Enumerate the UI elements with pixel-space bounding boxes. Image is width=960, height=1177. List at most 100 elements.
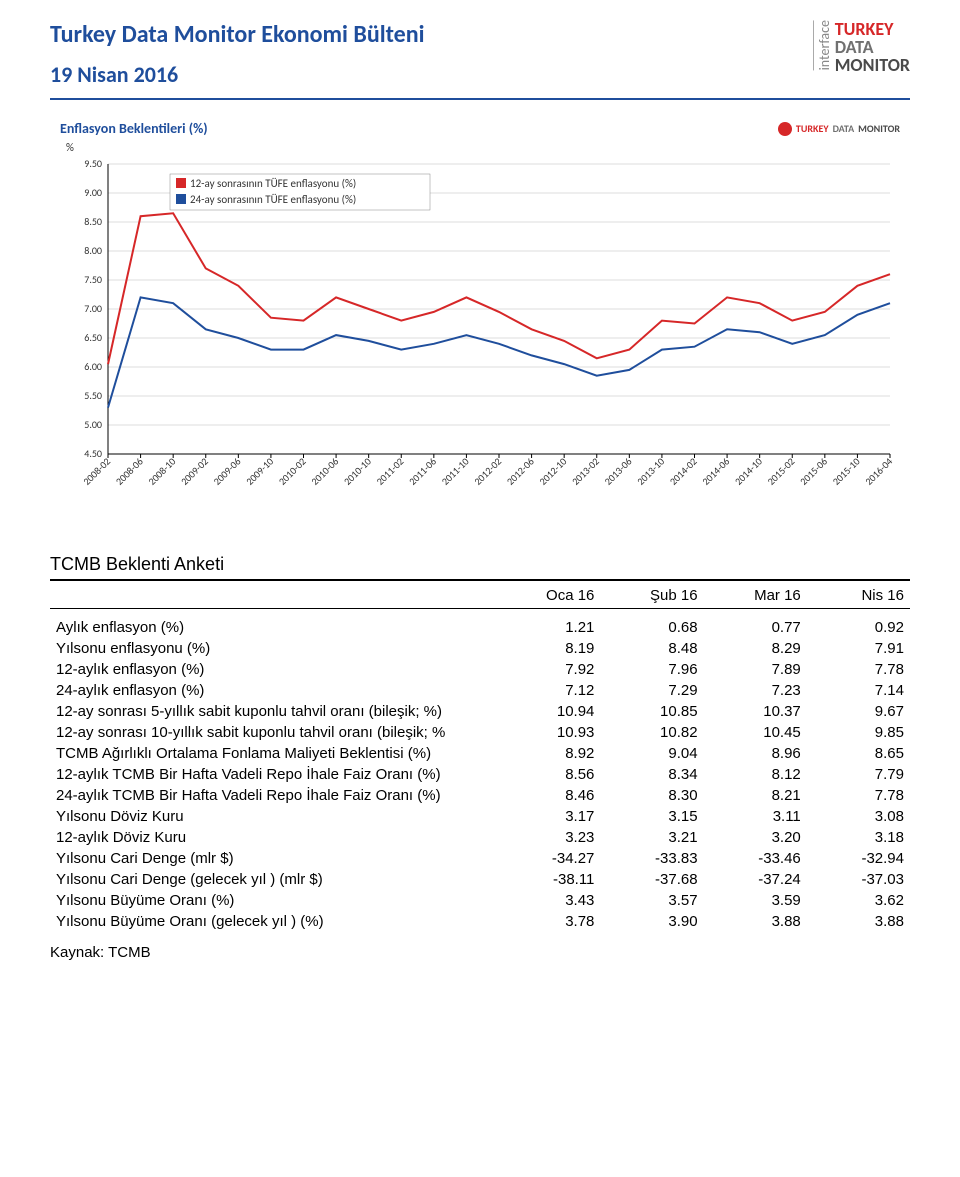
row-value: 10.82 [600, 722, 703, 743]
survey-table-title: TCMB Beklenti Anketi [50, 554, 910, 581]
svg-text:2008-10: 2008-10 [145, 455, 178, 488]
svg-text:2010-06: 2010-06 [308, 455, 341, 488]
logo-line3: MONITOR [835, 56, 910, 74]
row-label: 24-aylık TCMB Bir Hafta Vadeli Repo İhal… [50, 785, 497, 806]
row-value: 3.23 [497, 827, 600, 848]
row-value: 0.77 [704, 609, 807, 639]
row-value: 8.19 [497, 638, 600, 659]
table-row: 24-aylık enflasyon (%)7.127.297.237.14 [50, 680, 910, 701]
row-value: 0.68 [600, 609, 703, 639]
row-value: -37.68 [600, 869, 703, 890]
row-value: 3.62 [807, 890, 910, 911]
row-value: 0.92 [807, 609, 910, 639]
row-value: 8.21 [704, 785, 807, 806]
svg-text:2012-10: 2012-10 [536, 455, 569, 488]
table-row: Yılsonu Döviz Kuru3.173.153.113.08 [50, 806, 910, 827]
svg-text:8.50: 8.50 [84, 215, 102, 228]
table-row: Yılsonu Büyüme Oranı (%)3.433.573.593.62 [50, 890, 910, 911]
row-value: 7.78 [807, 659, 910, 680]
row-value: -37.24 [704, 869, 807, 890]
svg-text:9.00: 9.00 [84, 186, 102, 199]
row-value: 8.30 [600, 785, 703, 806]
svg-text:2010-02: 2010-02 [276, 455, 309, 488]
svg-text:6.00: 6.00 [84, 360, 102, 373]
row-label: Yılsonu Cari Denge (gelecek yıl ) (mlr $… [50, 869, 497, 890]
row-value: 8.56 [497, 764, 600, 785]
table-col-label [50, 583, 497, 609]
row-value: 3.78 [497, 911, 600, 932]
row-value: 7.89 [704, 659, 807, 680]
row-value: 7.78 [807, 785, 910, 806]
row-label: Yılsonu Döviz Kuru [50, 806, 497, 827]
row-value: -34.27 [497, 848, 600, 869]
row-value: 7.23 [704, 680, 807, 701]
chart-brand-t3: MONITOR [858, 122, 900, 135]
table-col-header: Nis 16 [807, 583, 910, 609]
table-col-header: Şub 16 [600, 583, 703, 609]
row-value: 8.29 [704, 638, 807, 659]
svg-text:2015-10: 2015-10 [830, 455, 863, 488]
svg-text:2016-04: 2016-04 [862, 455, 895, 488]
table-source: Kaynak: TCMB [50, 944, 910, 961]
row-value: 10.93 [497, 722, 600, 743]
row-value: 1.21 [497, 609, 600, 639]
table-row: Yılsonu Büyüme Oranı (gelecek yıl ) (%)3… [50, 911, 910, 932]
row-value: 10.37 [704, 701, 807, 722]
row-value: 10.94 [497, 701, 600, 722]
chart-title: Enflasyon Beklentileri (%) [60, 120, 208, 137]
row-value: 9.04 [600, 743, 703, 764]
row-value: 3.18 [807, 827, 910, 848]
row-value: 8.12 [704, 764, 807, 785]
svg-text:2014-10: 2014-10 [732, 455, 765, 488]
row-value: 7.14 [807, 680, 910, 701]
chart-brand-dot-icon [778, 122, 792, 136]
row-label: 24-aylık enflasyon (%) [50, 680, 497, 701]
svg-text:2009-06: 2009-06 [211, 455, 244, 488]
row-value: 7.79 [807, 764, 910, 785]
row-label: 12-aylık Döviz Kuru [50, 827, 497, 848]
svg-text:4.50: 4.50 [84, 447, 102, 460]
svg-text:2012-06: 2012-06 [504, 455, 537, 488]
row-label: Yılsonu Büyüme Oranı (gelecek yıl ) (%) [50, 911, 497, 932]
svg-text:2012-02: 2012-02 [471, 455, 504, 488]
table-body: Aylık enflasyon (%)1.210.680.770.92Yılso… [50, 609, 910, 933]
row-value: 3.17 [497, 806, 600, 827]
row-label: Yılsonu Cari Denge (mlr $) [50, 848, 497, 869]
chart-brand-logo: TURKEY DATA MONITOR [778, 122, 900, 136]
svg-text:2011-06: 2011-06 [406, 455, 439, 488]
row-value: 3.20 [704, 827, 807, 848]
svg-text:2013-02: 2013-02 [569, 455, 602, 488]
survey-table: Oca 16Şub 16Mar 16Nis 16 Aylık enflasyon… [50, 583, 910, 932]
row-value: -32.94 [807, 848, 910, 869]
row-value: 3.88 [807, 911, 910, 932]
svg-text:7.50: 7.50 [84, 273, 102, 286]
row-label: Yılsonu Büyüme Oranı (%) [50, 890, 497, 911]
svg-text:2011-10: 2011-10 [439, 455, 472, 488]
doc-title: Turkey Data Monitor Ekonomi Bülteni [50, 20, 424, 49]
svg-text:2013-06: 2013-06 [602, 455, 635, 488]
row-value: 8.96 [704, 743, 807, 764]
row-value: 7.92 [497, 659, 600, 680]
row-value: 3.43 [497, 890, 600, 911]
row-value: 7.91 [807, 638, 910, 659]
row-value: 3.90 [600, 911, 703, 932]
row-value: -33.83 [600, 848, 703, 869]
row-value: 9.85 [807, 722, 910, 743]
table-row: TCMB Ağırlıklı Ortalama Fonlama Maliyeti… [50, 743, 910, 764]
row-value: 3.88 [704, 911, 807, 932]
table-row: Yılsonu enflasyonu (%)8.198.488.297.91 [50, 638, 910, 659]
svg-text:2010-10: 2010-10 [341, 455, 374, 488]
row-value: 3.57 [600, 890, 703, 911]
chart-y-axis-label: % [66, 141, 900, 154]
row-value: 8.46 [497, 785, 600, 806]
row-label: 12-aylık enflasyon (%) [50, 659, 497, 680]
logo-interface-text: interface [813, 20, 833, 70]
svg-text:2015-02: 2015-02 [765, 455, 798, 488]
svg-text:2008-06: 2008-06 [113, 455, 146, 488]
table-row: Yılsonu Cari Denge (gelecek yıl ) (mlr $… [50, 869, 910, 890]
svg-text:24-ay sonrasının TÜFE enflasyo: 24-ay sonrasının TÜFE enflasyonu (%) [190, 193, 356, 206]
svg-text:2014-06: 2014-06 [699, 455, 732, 488]
row-value: -38.11 [497, 869, 600, 890]
row-value: 8.48 [600, 638, 703, 659]
inflation-expectations-chart: Enflasyon Beklentileri (%) TURKEY DATA M… [50, 120, 910, 524]
